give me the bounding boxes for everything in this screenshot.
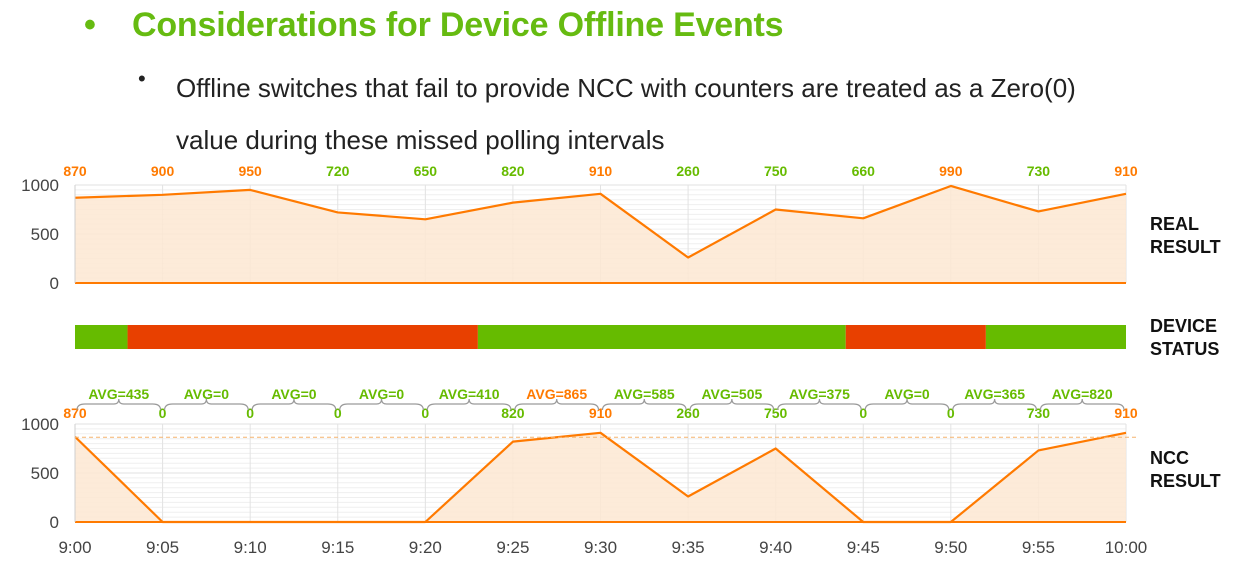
- ncc-interval-brace: [76, 398, 162, 411]
- ncc-interval-average-label: AVG=375: [789, 386, 850, 402]
- ncc-interval-brace: [952, 398, 1038, 411]
- ncc-result-chart: 1000 500 0 870 0 0 0 0 820 910 260 750 0 0 730 910 AVG=4…: [21, 386, 1147, 557]
- ncc-interval-brace: [163, 398, 249, 411]
- ncc-interval-average-label: AVG=865: [526, 386, 587, 402]
- ncc-xtick-label: 9:45: [847, 538, 880, 557]
- real-value-label: 870: [63, 163, 87, 179]
- ncc-value-label: 820: [501, 405, 525, 421]
- ncc-xtick-label: 9:25: [496, 538, 529, 557]
- ncc-ytick-label: 0: [50, 513, 59, 532]
- real-ytick-label: 500: [31, 225, 59, 244]
- ncc-interval-average-label: AVG=505: [701, 386, 762, 402]
- ncc-interval-average-label: AVG=0: [271, 386, 316, 402]
- ncc-xtick-label: 9:15: [321, 538, 354, 557]
- real-value-label: 910: [1114, 163, 1138, 179]
- ncc-value-label: 0: [859, 405, 867, 421]
- ncc-value-label: 0: [421, 405, 429, 421]
- status-segment-online: [75, 325, 128, 349]
- ncc-value-label: 730: [1027, 405, 1051, 421]
- real-value-label: 720: [326, 163, 350, 179]
- ncc-interval-brace: [777, 398, 862, 411]
- ncc-value-label: 0: [334, 405, 342, 421]
- ncc-interval-brace: [251, 398, 337, 411]
- device-status-bar: [75, 325, 1126, 349]
- ncc-ytick-label: 500: [31, 464, 59, 483]
- device-status-label-line2: STATUS: [1150, 339, 1220, 359]
- real-result-label-line1: REAL: [1150, 214, 1199, 234]
- real-area-fill: [75, 185, 1126, 283]
- ncc-interval-average-label: AVG=365: [964, 386, 1025, 402]
- ncc-xtick-label: 9:20: [409, 538, 442, 557]
- real-value-label: 650: [414, 163, 438, 179]
- ncc-interval-average-label: AVG=0: [184, 386, 229, 402]
- ncc-value-label: 0: [947, 405, 955, 421]
- ncc-xtick-label: 9:05: [146, 538, 179, 557]
- real-result-label-line2: RESULT: [1150, 237, 1221, 257]
- title-bullet: •: [84, 6, 96, 44]
- real-value-label: 820: [501, 163, 525, 179]
- real-value-label: 990: [939, 163, 963, 179]
- real-value-label: 750: [764, 163, 788, 179]
- real-value-label: 730: [1027, 163, 1051, 179]
- real-value-label: 910: [589, 163, 613, 179]
- ncc-interval-brace: [864, 398, 950, 411]
- ncc-interval-brace: [514, 398, 600, 411]
- real-value-label: 260: [676, 163, 700, 179]
- ncc-xtick-label: 10:00: [1105, 538, 1148, 557]
- ncc-ytick-label: 1000: [21, 415, 59, 434]
- ncc-interval-average-label: AVG=0: [884, 386, 929, 402]
- ncc-interval-average-label: AVG=585: [614, 386, 675, 402]
- ncc-interval-average-label: AVG=410: [439, 386, 500, 402]
- ncc-value-label: 260: [676, 405, 700, 421]
- ncc-interval-brace: [601, 398, 687, 411]
- status-segment-online: [477, 325, 846, 349]
- ncc-xtick-label: 9:50: [934, 538, 967, 557]
- status-segment-offline: [845, 325, 986, 349]
- ncc-xtick-label: 9:10: [234, 538, 267, 557]
- ncc-xtick-label: 9:00: [58, 538, 91, 557]
- ncc-result-label: NCC RESULT: [1150, 447, 1221, 493]
- status-segment-offline: [127, 325, 478, 349]
- real-value-label: 660: [852, 163, 876, 179]
- ncc-area-fill: [75, 432, 1126, 522]
- ncc-result-label-line1: NCC: [1150, 448, 1189, 468]
- ncc-interval-brace: [426, 398, 512, 411]
- ncc-interval-average-label: AVG=0: [359, 386, 404, 402]
- slide-title: Considerations for Device Offline Events: [132, 6, 784, 44]
- ncc-xtick-label: 9:55: [1022, 538, 1055, 557]
- device-status-label: DEVICE STATUS: [1150, 315, 1219, 361]
- ncc-interval-average-label: AVG=820: [1052, 386, 1113, 402]
- ncc-xtick-label: 9:40: [759, 538, 792, 557]
- ncc-value-label: 750: [764, 405, 788, 421]
- ncc-result-label-line2: RESULT: [1150, 471, 1221, 491]
- ncc-value-label: 0: [246, 405, 254, 421]
- real-value-label: 950: [238, 163, 262, 179]
- real-value-label: 900: [151, 163, 175, 179]
- real-ytick-label: 0: [50, 274, 59, 293]
- real-ytick-label: 1000: [21, 176, 59, 195]
- ncc-value-label: 0: [159, 405, 167, 421]
- device-status-label-line1: DEVICE: [1150, 316, 1218, 336]
- slide-subtext: Offline switches that fail to provide NC…: [176, 73, 1076, 155]
- real-result-label: REAL RESULT: [1150, 213, 1221, 259]
- ncc-interval-brace: [689, 398, 775, 411]
- ncc-value-label: 910: [1114, 405, 1138, 421]
- ncc-xtick-label: 9:35: [672, 538, 705, 557]
- ncc-xtick-label: 9:30: [584, 538, 617, 557]
- sub-bullet: •: [138, 66, 146, 91]
- ncc-value-label: 910: [589, 405, 613, 421]
- ncc-interval-brace: [339, 398, 424, 411]
- ncc-value-label: 870: [63, 405, 87, 421]
- status-segment-online: [985, 325, 1126, 349]
- real-result-chart: 1000 500 0 870 900 950 720 650 820 910 260 750 660 99…: [21, 163, 1138, 293]
- real-series-line: [74, 184, 1127, 259]
- ncc-interval-brace: [1039, 398, 1125, 411]
- ncc-interval-average-label: AVG=435: [88, 386, 149, 402]
